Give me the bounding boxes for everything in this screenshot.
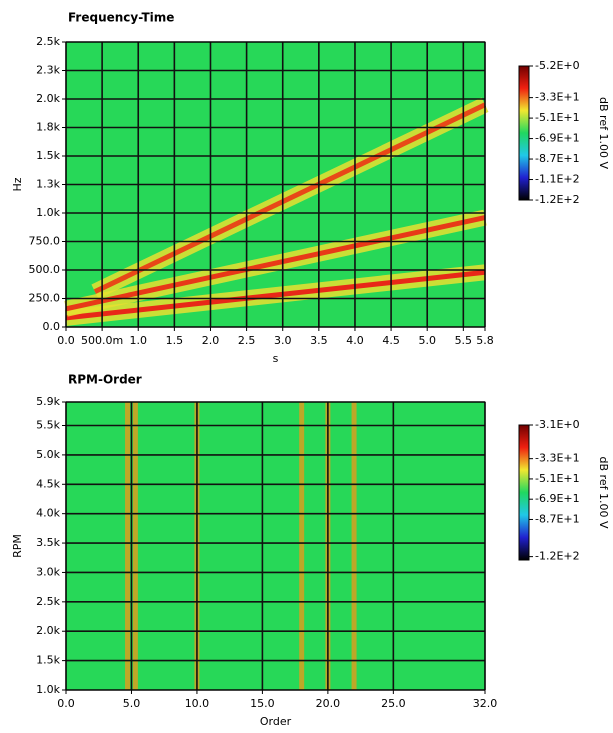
- plot-frame: [65, 41, 486, 328]
- colorbar-tick-label: -8.7E+1: [535, 152, 580, 165]
- y-axis-label: Hz: [11, 177, 24, 191]
- order-line: [125, 402, 131, 690]
- colorbar-tick-label: -5.1E+1: [535, 472, 580, 485]
- x-tick-label: 25.0: [381, 697, 406, 710]
- colorbar-tick-label: -5.1E+1: [535, 111, 580, 124]
- y-tick-label: 0.0: [43, 320, 61, 333]
- x-tick-label: 5.5: [455, 334, 473, 347]
- y-tick-label: 2.0k: [36, 624, 60, 637]
- chart-title: RPM-Order: [68, 373, 142, 387]
- x-tick-label: 5.8: [476, 334, 494, 347]
- colorbar-tick-label: -6.9E+1: [535, 132, 580, 145]
- colorbar-label: dB ref 1.00 V: [597, 457, 610, 529]
- y-tick-label: 5.5k: [36, 419, 60, 432]
- colorbar-tick-label: -5.2E+0: [535, 59, 580, 72]
- colorbar: [518, 424, 530, 561]
- colorbar-tick-label: -1.1E+2: [535, 173, 580, 186]
- x-tick-label: 20.0: [316, 697, 341, 710]
- y-tick-label: 1.8k: [36, 121, 60, 134]
- colorbar-tick-label: -3.1E+0: [535, 418, 580, 431]
- colorbar-tick-label: -3.3E+1: [535, 91, 580, 104]
- y-tick-label: 5.9k: [36, 395, 60, 408]
- harmonic-line: [65, 215, 486, 312]
- y-tick-label: 1.0k: [36, 683, 60, 696]
- y-tick-label: 750.0: [29, 235, 61, 248]
- x-tick-label: 1.5: [166, 334, 184, 347]
- x-tick-label: 10.0: [185, 697, 210, 710]
- colorbar-tick-label: -6.9E+1: [535, 492, 580, 505]
- y-tick-label: 3.0k: [36, 565, 60, 578]
- y-tick-label: 1.5k: [36, 149, 60, 162]
- harmonic-line: [65, 269, 486, 321]
- order-line: [132, 402, 138, 690]
- x-axis-label: s: [273, 352, 279, 365]
- x-tick-label: 3.0: [274, 334, 292, 347]
- y-axis-label: RPM: [11, 534, 24, 558]
- colorbar-tick-label: -1.2E+2: [535, 550, 580, 563]
- y-tick-label: 3.5k: [36, 536, 60, 549]
- x-tick-label: 3.5: [310, 334, 328, 347]
- y-tick-label: 2.0k: [36, 92, 60, 105]
- y-tick-label: 4.0k: [36, 507, 60, 520]
- x-tick-label: 0.0: [57, 334, 75, 347]
- colorbar: [518, 65, 530, 201]
- harmonic-line: [93, 102, 487, 294]
- x-tick-label: 2.0: [202, 334, 220, 347]
- x-tick-label: 2.5: [238, 334, 256, 347]
- plot-frame: [65, 401, 486, 691]
- y-tick-label: 2.3k: [36, 64, 60, 77]
- order-line: [351, 402, 357, 690]
- x-axis-label: Order: [260, 715, 292, 728]
- y-tick-label: 1.0k: [36, 206, 60, 219]
- y-tick-label: 2.5k: [36, 35, 60, 48]
- chart-title: Frequency-Time: [68, 11, 174, 25]
- x-tick-label: 1.0: [129, 334, 147, 347]
- y-tick-label: 500.0: [29, 263, 61, 276]
- y-tick-label: 5.0k: [36, 448, 60, 461]
- order-line: [299, 402, 305, 690]
- colorbar-tick-label: -8.7E+1: [535, 512, 580, 525]
- y-tick-label: 250.0: [29, 292, 61, 305]
- colorbar-tick-label: -1.2E+2: [535, 193, 580, 206]
- x-tick-label: 5.0: [418, 334, 436, 347]
- x-tick-label: 5.0: [123, 697, 141, 710]
- colorbar-label: dB ref 1.00 V: [597, 97, 610, 169]
- x-tick-label: 32.0: [473, 697, 498, 710]
- x-tick-label: 0.0: [57, 697, 75, 710]
- x-tick-label: 4.5: [382, 334, 400, 347]
- colorbar-tick-label: -3.3E+1: [535, 452, 580, 465]
- y-tick-label: 1.3k: [36, 178, 60, 191]
- x-tick-label: 4.0: [346, 334, 364, 347]
- y-tick-label: 2.5k: [36, 595, 60, 608]
- x-tick-label: 500.0m: [81, 334, 123, 347]
- y-tick-label: 4.5k: [36, 477, 60, 490]
- y-tick-label: 1.5k: [36, 654, 60, 667]
- x-tick-label: 15.0: [250, 697, 275, 710]
